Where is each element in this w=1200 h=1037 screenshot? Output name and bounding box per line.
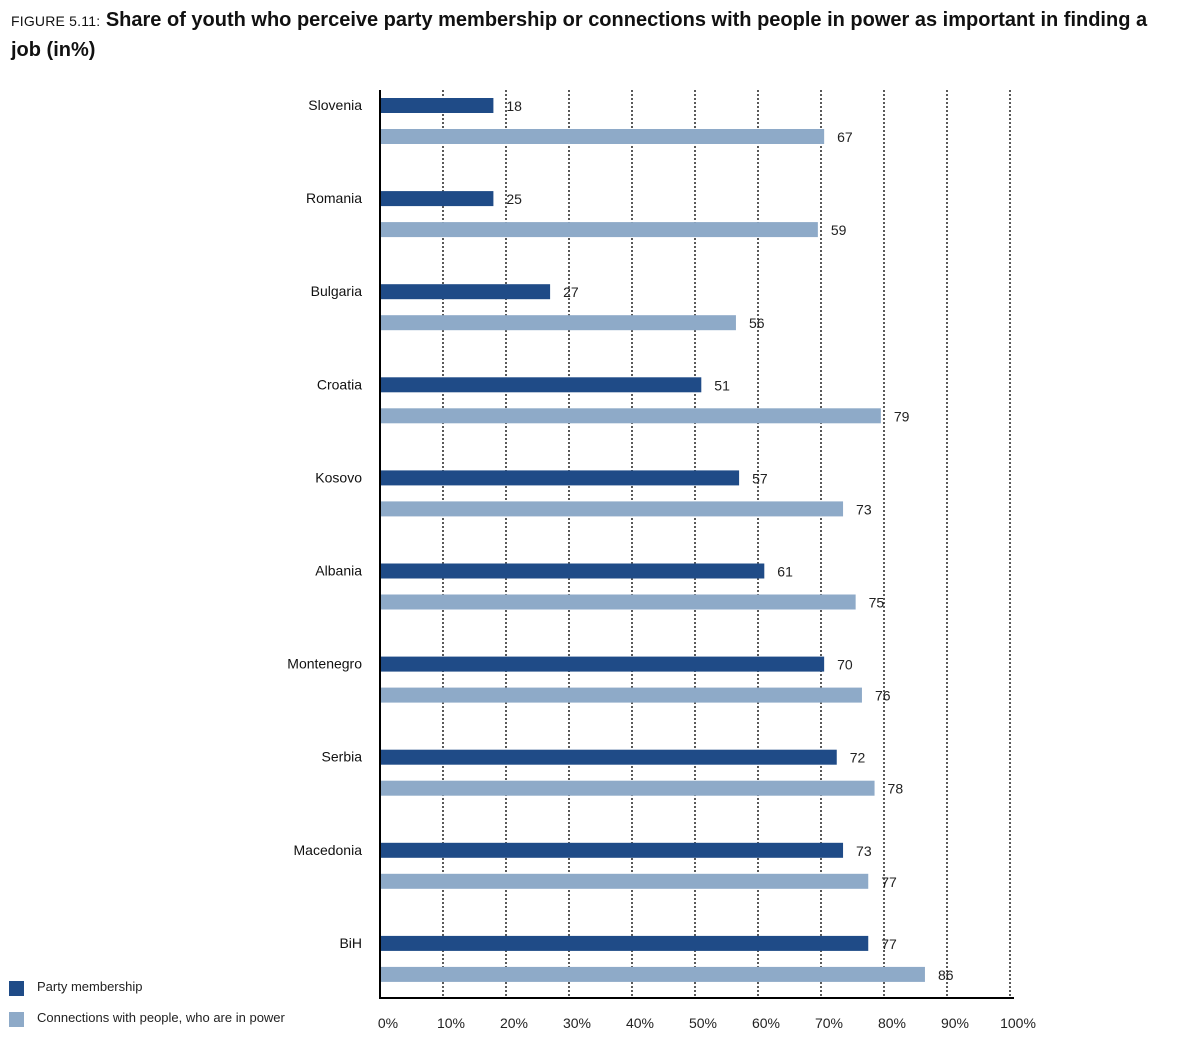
title-text: Share of youth who perceive party member…: [11, 9, 1148, 61]
data-label: 77: [881, 874, 897, 890]
bar-connections: [380, 315, 736, 331]
data-label: 70: [837, 657, 853, 673]
category-label: Albania: [315, 563, 362, 579]
bar-party-membership: [380, 377, 702, 393]
data-label: 51: [714, 377, 730, 393]
bar-connections: [380, 222, 818, 238]
data-label: 57: [752, 470, 768, 486]
category-label: Croatia: [317, 376, 362, 392]
x-tick-label: 0%: [378, 1015, 398, 1031]
x-tick-label: 70%: [815, 1015, 843, 1031]
x-tick-label: 60%: [752, 1015, 780, 1031]
legend-label-party: Party membership: [37, 979, 143, 994]
data-label: 61: [777, 564, 793, 580]
bar-party-membership: [380, 749, 837, 765]
bar-party-membership: [380, 98, 494, 113]
legend-item-party: Party membership: [9, 978, 329, 998]
category-label: Slovenia: [308, 97, 362, 113]
x-tick-label: 30%: [563, 1015, 591, 1031]
x-tick-label: 100%: [1000, 1015, 1036, 1031]
legend-swatch-party: [9, 981, 24, 996]
data-label: 73: [856, 843, 872, 859]
x-tick-label: 10%: [437, 1015, 465, 1031]
data-label: 76: [875, 688, 891, 704]
legend-label-connections: Connections with people, who are in powe…: [37, 1010, 285, 1025]
data-label: 77: [881, 936, 897, 952]
bar-connections: [380, 408, 881, 424]
category-label: Kosovo: [315, 469, 362, 485]
bar-party-membership: [380, 563, 765, 579]
category-label: Bulgaria: [311, 283, 363, 299]
x-tick-label: 50%: [689, 1015, 717, 1031]
figure-number: FIGURE 5.11:: [11, 13, 101, 29]
bar-connections: [380, 966, 925, 982]
data-label: 72: [850, 750, 866, 766]
bar-connections: [380, 873, 869, 889]
category-label: Montenegro: [287, 656, 362, 672]
bar-connections: [380, 501, 844, 517]
chart-title: FIGURE 5.11: Share of youth who perceive…: [11, 6, 1161, 65]
legend-swatch-connections: [9, 1012, 24, 1027]
bar-connections: [380, 780, 875, 796]
data-label: 79: [894, 408, 910, 424]
bar-party-membership: [380, 191, 494, 207]
bar-party-membership: [380, 842, 844, 858]
bar-party-membership: [380, 935, 869, 951]
bar-party-membership: [380, 656, 825, 672]
legend-item-connections: Connections with people, who are in powe…: [9, 1009, 329, 1029]
data-label: 56: [749, 315, 765, 331]
data-label: 75: [869, 595, 885, 611]
category-label: Serbia: [322, 749, 363, 765]
category-label: BiH: [339, 935, 362, 951]
data-label: 78: [888, 781, 904, 797]
x-tick-label: 90%: [941, 1015, 969, 1031]
bar-connections: [380, 687, 862, 703]
x-tick-label: 40%: [626, 1015, 654, 1031]
bar-connections: [380, 129, 825, 144]
bar-party-membership: [380, 284, 551, 300]
data-label: 18: [506, 98, 522, 114]
x-tick-label: 80%: [878, 1015, 906, 1031]
data-label: 86: [938, 967, 954, 983]
data-label: 27: [563, 284, 579, 300]
data-label: 67: [837, 129, 853, 145]
bar-connections: [380, 594, 856, 610]
bar-party-membership: [380, 470, 740, 486]
data-label: 73: [856, 501, 872, 517]
category-label: Romania: [306, 190, 362, 206]
data-label: 59: [831, 222, 847, 238]
data-label: 25: [506, 191, 522, 207]
x-tick-label: 20%: [500, 1015, 528, 1031]
category-label: Macedonia: [294, 842, 363, 858]
